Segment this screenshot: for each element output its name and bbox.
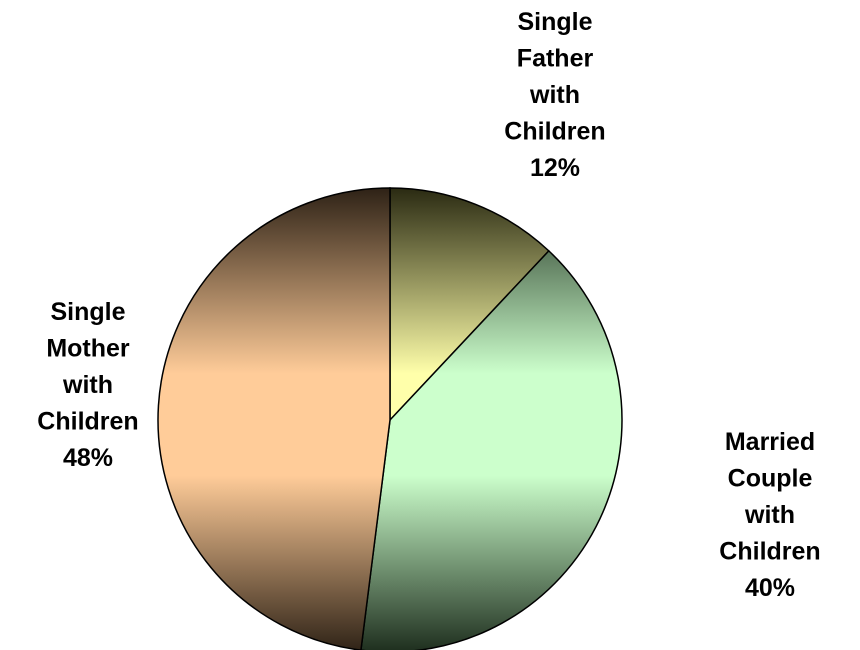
slice-value-label: 40% bbox=[745, 574, 795, 602]
slice-category-label: Children bbox=[37, 408, 138, 436]
slice-label-0: Single Father with Children 12% bbox=[504, 8, 605, 182]
pie-slices bbox=[158, 188, 622, 650]
slice-category-label: with bbox=[744, 501, 795, 529]
slice-category-label: Father bbox=[517, 45, 594, 73]
slice-label-2: Single Mother with Children 48% bbox=[37, 298, 138, 472]
slice-label-1: Married Couple with Children 40% bbox=[719, 428, 820, 602]
slice-category-label: Couple bbox=[728, 465, 813, 493]
slice-value-label: 12% bbox=[530, 154, 580, 182]
slice-category-label: with bbox=[529, 81, 580, 109]
slice-category-label: Children bbox=[719, 538, 820, 566]
slice-category-label: Mother bbox=[46, 335, 130, 363]
pie-slice-48pct bbox=[158, 188, 390, 650]
slice-category-label: Married bbox=[725, 428, 815, 456]
slice-value-label: 48% bbox=[63, 444, 113, 472]
slice-category-label: Single bbox=[517, 8, 592, 36]
slice-category-label: Children bbox=[504, 118, 605, 146]
slice-category-label: Single bbox=[50, 298, 125, 326]
slice-category-label: with bbox=[62, 371, 113, 399]
